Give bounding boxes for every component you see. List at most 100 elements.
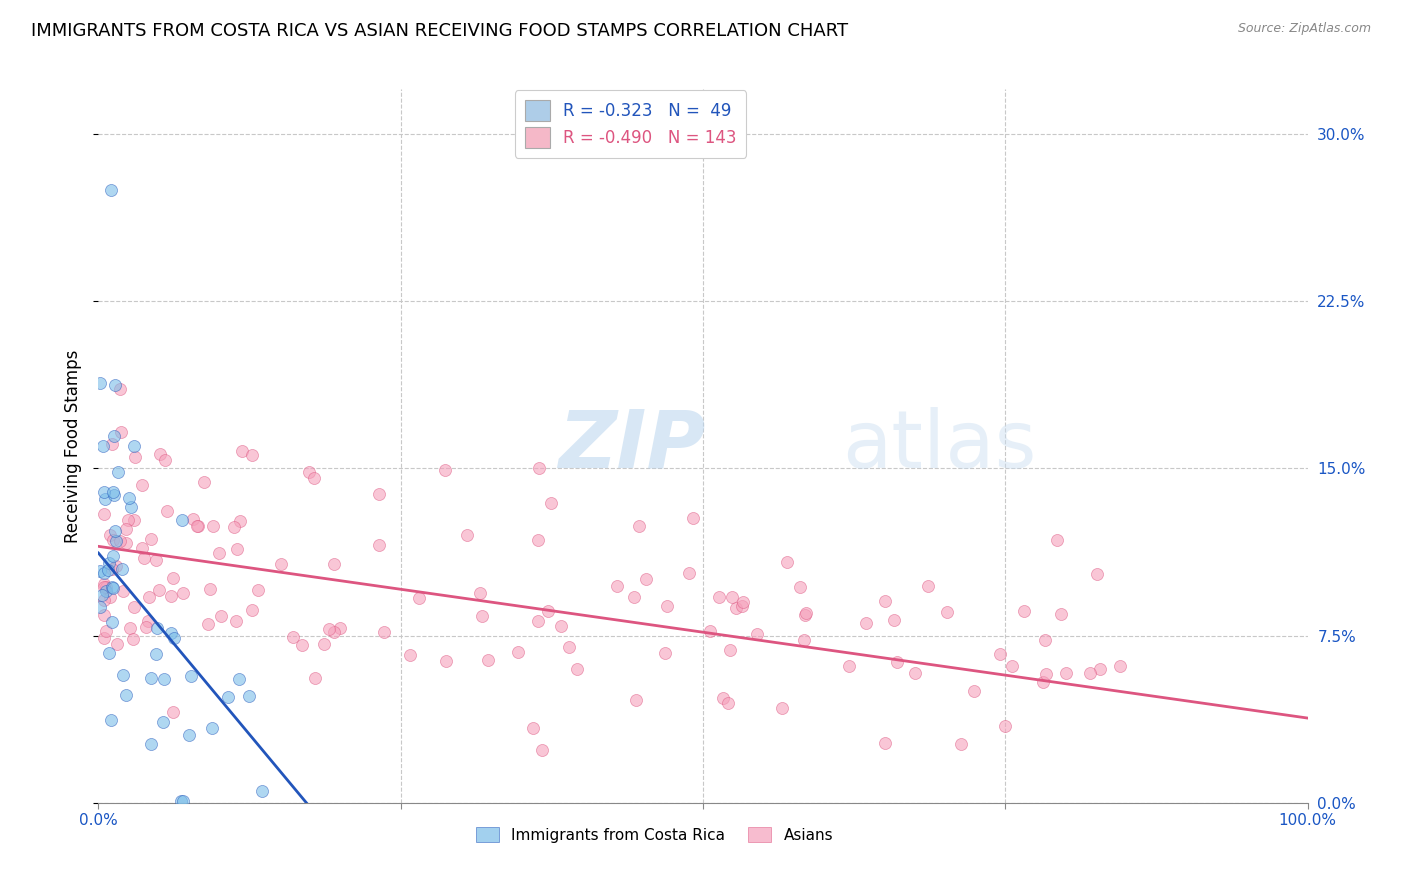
Point — [994, 719, 1017, 733]
Point — [776, 555, 799, 569]
Point — [1109, 658, 1132, 673]
Point — [201, 721, 224, 735]
Point — [93, 631, 115, 645]
Point — [94, 492, 117, 507]
Point — [838, 658, 860, 673]
Point — [408, 591, 430, 606]
Point — [197, 617, 219, 632]
Point — [112, 668, 135, 682]
Point — [117, 513, 139, 527]
Point — [229, 515, 252, 529]
Point — [228, 672, 250, 686]
Point — [606, 579, 628, 593]
Point — [121, 632, 143, 646]
Point — [225, 541, 247, 556]
Point — [699, 624, 721, 639]
Point — [655, 599, 678, 613]
Point — [156, 504, 179, 518]
Point — [522, 722, 544, 736]
Point — [222, 520, 245, 534]
Point — [145, 647, 167, 661]
Point — [132, 551, 155, 566]
Point — [89, 376, 111, 390]
Point — [707, 590, 730, 604]
Text: Source: ZipAtlas.com: Source: ZipAtlas.com — [1237, 22, 1371, 36]
Point — [550, 619, 572, 633]
Point — [101, 581, 124, 595]
Point — [101, 484, 124, 499]
Point — [526, 615, 548, 629]
Point — [1033, 633, 1056, 648]
Point — [281, 630, 304, 644]
Point — [97, 556, 120, 570]
Point — [105, 558, 128, 573]
Point — [1035, 667, 1057, 681]
Point — [96, 580, 118, 594]
Point — [718, 643, 741, 657]
Point — [172, 794, 194, 808]
Point — [103, 533, 125, 547]
Point — [193, 475, 215, 489]
Point — [208, 546, 231, 560]
Point — [731, 595, 754, 609]
Point — [567, 661, 589, 675]
Point — [139, 533, 162, 547]
Point — [94, 584, 117, 599]
Point — [468, 586, 491, 600]
Point — [793, 632, 815, 647]
Point — [988, 647, 1011, 661]
Point — [159, 626, 181, 640]
Point — [540, 496, 562, 510]
Point — [789, 580, 811, 594]
Point — [107, 465, 129, 479]
Point — [794, 607, 817, 621]
Point — [855, 616, 877, 631]
Point — [135, 620, 157, 634]
Point — [246, 583, 269, 598]
Point — [100, 580, 122, 594]
Point — [115, 536, 138, 550]
Point — [145, 621, 167, 635]
Point — [104, 533, 127, 548]
Point — [101, 436, 124, 450]
Point — [97, 646, 120, 660]
Point — [131, 478, 153, 492]
Point — [122, 513, 145, 527]
Point — [368, 538, 391, 552]
Point — [731, 599, 754, 613]
Point — [93, 485, 115, 500]
Point — [238, 689, 260, 703]
Point — [93, 439, 115, 453]
Point — [202, 519, 225, 533]
Point — [101, 549, 124, 563]
Point — [312, 637, 335, 651]
Point — [434, 463, 457, 477]
Point — [717, 696, 740, 710]
Point — [624, 693, 647, 707]
Point — [122, 439, 145, 453]
Point — [170, 513, 193, 527]
Point — [162, 705, 184, 719]
Point — [93, 580, 115, 594]
Point — [117, 491, 139, 506]
Point — [152, 714, 174, 729]
Point — [304, 470, 326, 484]
Point — [628, 519, 651, 533]
Point — [217, 690, 239, 704]
Point — [531, 743, 554, 757]
Point — [527, 533, 550, 547]
Point — [456, 527, 478, 541]
Point — [1046, 533, 1069, 547]
Legend: Immigrants from Costa Rica, Asians: Immigrants from Costa Rica, Asians — [470, 821, 839, 848]
Point — [103, 524, 125, 538]
Point — [97, 563, 120, 577]
Point — [1078, 666, 1101, 681]
Point — [1050, 607, 1073, 621]
Point — [794, 608, 817, 623]
Point — [145, 552, 167, 566]
Point — [506, 645, 529, 659]
Point — [103, 488, 125, 502]
Text: IMMIGRANTS FROM COSTA RICA VS ASIAN RECEIVING FOOD STAMPS CORRELATION CHART: IMMIGRANTS FROM COSTA RICA VS ASIAN RECE… — [31, 22, 848, 40]
Point — [936, 606, 959, 620]
Point — [323, 557, 346, 571]
